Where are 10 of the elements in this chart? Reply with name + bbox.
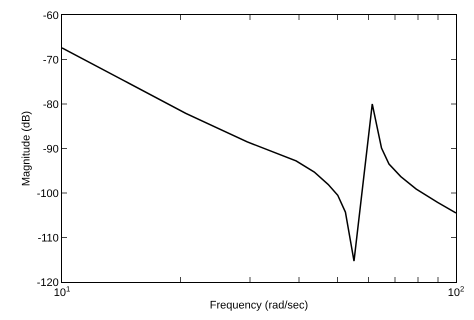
y-axis-title: Magnitude (dB) <box>20 110 32 186</box>
y-tick-label: -70 <box>42 54 59 66</box>
y-tick-label: -90 <box>42 143 59 156</box>
y-tick-label: -100 <box>36 188 59 200</box>
y-tick-label: -110 <box>38 232 59 244</box>
x-axis-title: Frequency (rad/sec) <box>210 299 308 312</box>
y-tick-label: -60 <box>42 10 59 22</box>
y-tick-label: -120 <box>36 276 59 289</box>
x-tick-label: 10$^{2}$ <box>448 284 464 300</box>
y-tick-label: -80 <box>42 98 59 111</box>
